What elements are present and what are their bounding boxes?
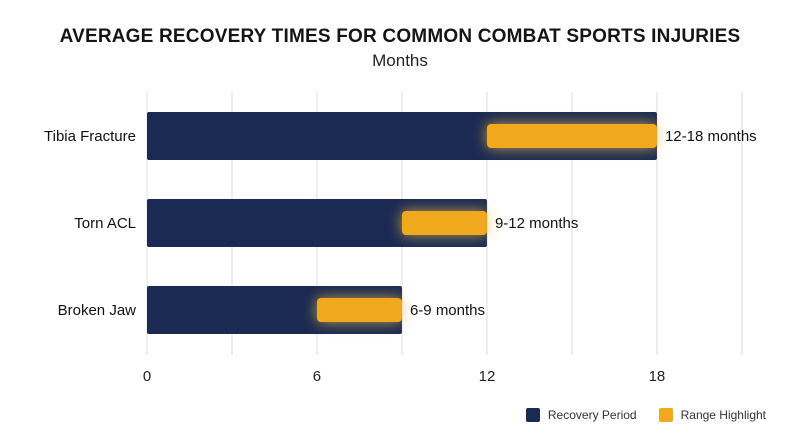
chart-title: AVERAGE RECOVERY TIMES FOR COMMON COMBAT… <box>59 26 741 47</box>
legend-label-highlight: Range Highlight <box>680 408 766 422</box>
legend-swatch-highlight <box>658 408 673 422</box>
category-label: Torn ACL <box>74 215 136 232</box>
data-label: 6-9 months <box>410 302 485 319</box>
bar-range-highlight <box>401 211 487 235</box>
x-tick-label: 6 <box>313 368 321 385</box>
category-label: Tibia Fracture <box>44 128 136 145</box>
data-label: 9-12 months <box>495 215 578 232</box>
legend-swatch-recovery <box>525 408 540 422</box>
legend-item-recovery: Recovery Period <box>525 408 637 422</box>
legend: Recovery Period Range Highlight <box>504 408 766 422</box>
legend-label-recovery: Recovery Period <box>547 408 637 422</box>
x-tick-label: 18 <box>649 368 666 385</box>
bar-range-highlight <box>316 298 402 322</box>
data-label: 12-18 months <box>665 128 757 145</box>
legend-item-highlight: Range Highlight <box>658 408 766 422</box>
bar-range-highlight <box>486 124 657 148</box>
bar-recovery-period <box>147 199 487 247</box>
x-tick-label: 0 <box>143 368 151 385</box>
category-label: Broken Jaw <box>58 302 137 319</box>
x-tick-label: 12 <box>479 368 496 385</box>
chart-subtitle: Months <box>372 51 428 70</box>
